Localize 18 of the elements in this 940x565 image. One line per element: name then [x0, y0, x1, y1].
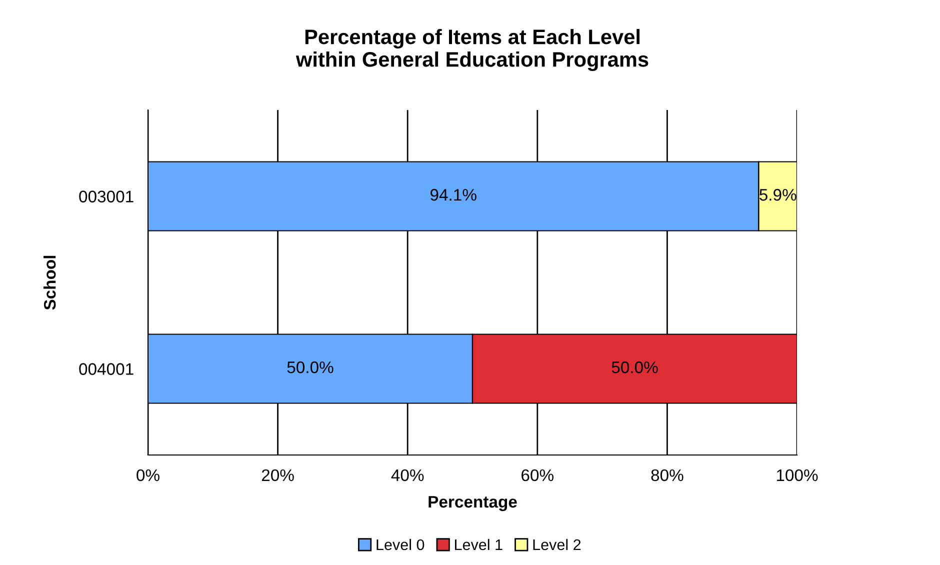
y-tick-label: 003001 [79, 190, 134, 202]
chart-title: Percentage of Items at Each Level within General Education Programs [296, 28, 648, 72]
x-axis-title: Percentage [428, 496, 517, 512]
data-label: 50.0% [612, 361, 658, 374]
y-tick-label: 004001 [79, 363, 134, 375]
x-tick-label: 80% [651, 469, 684, 482]
data-label: 50.0% [287, 361, 334, 374]
data-label: 5.9% [760, 188, 796, 201]
x-tick-label: 100% [776, 469, 818, 482]
legend-label: Level 2 [533, 538, 581, 550]
x-tick-label: 40% [391, 469, 424, 482]
x-tick-label: 60% [522, 469, 554, 482]
x-tick-label: 20% [262, 469, 294, 482]
x-tick-label: 0% [136, 469, 160, 482]
legend-label: Level 1 [455, 538, 502, 550]
data-label: 94.1% [430, 188, 476, 201]
y-axis-title: School [44, 256, 56, 310]
legend-label: Level 0 [376, 538, 424, 550]
